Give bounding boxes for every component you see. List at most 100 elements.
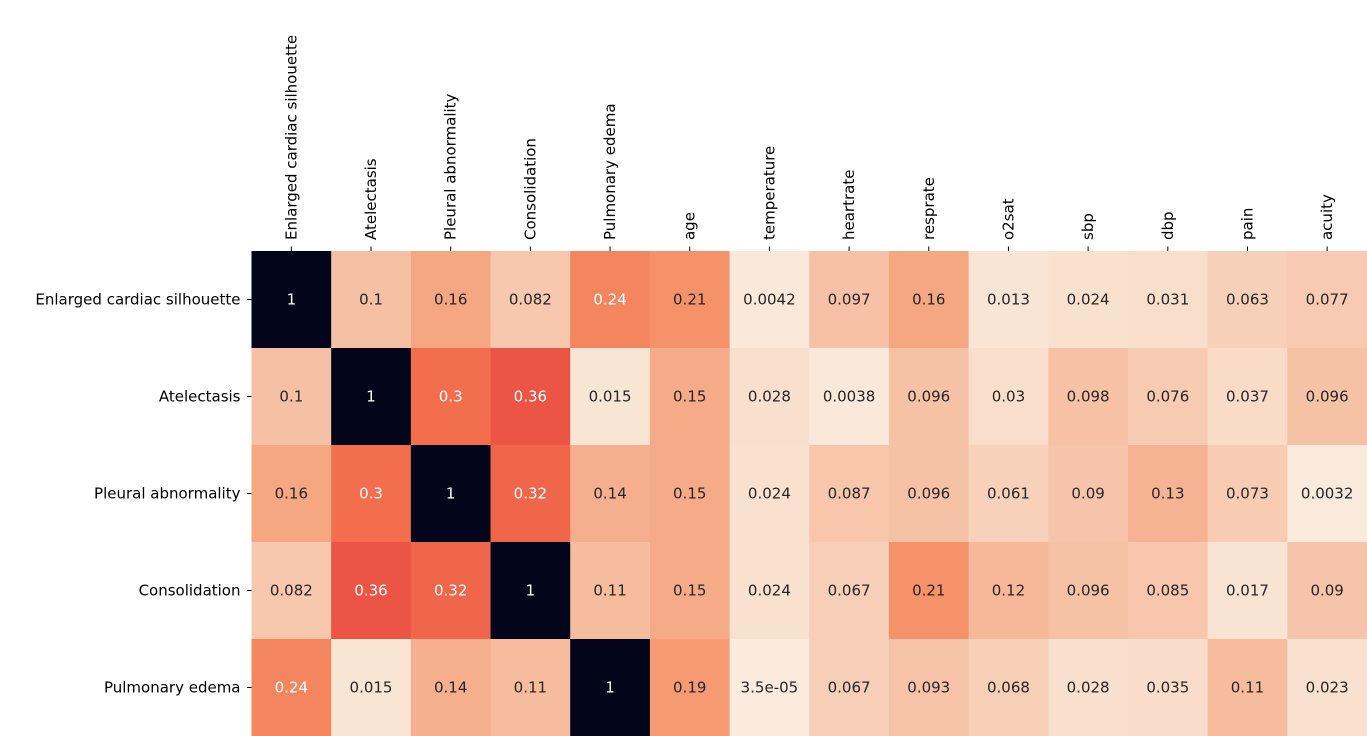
heatmap-cells — [251, 251, 1367, 736]
heatmap-cell-r1-c8 — [888, 348, 970, 446]
heatmap-cell-r3-c0 — [251, 542, 332, 640]
x-tick-label-11: dbp — [1159, 211, 1177, 240]
cell-annotation-r0-c11: 0.031 — [1146, 291, 1189, 309]
heatmap-cell-r2-c4 — [570, 445, 651, 543]
heatmap-cell-r0-c6 — [729, 251, 810, 349]
cell-annotation-r1-c4: 0.015 — [589, 388, 632, 406]
cell-annotation-r2-c5: 0.15 — [673, 485, 706, 503]
heatmap-cell-r3-c3 — [490, 542, 571, 640]
heatmap-cell-r4-c12 — [1207, 639, 1288, 736]
heatmap-cell-r1-c0 — [251, 348, 332, 446]
heatmap-cell-r0-c12 — [1207, 251, 1288, 349]
cell-annotation-r2-c4: 0.14 — [593, 485, 626, 503]
heatmap-cell-r4-c13 — [1287, 639, 1367, 736]
cell-annotation-r0-c9: 0.013 — [987, 291, 1030, 309]
heatmap-cell-r4-c2 — [410, 639, 492, 736]
cell-annotation-r3-c10: 0.096 — [1067, 582, 1110, 600]
heatmap-cell-r2-c6 — [729, 445, 810, 543]
y-tick-label-0: Enlarged cardiac silhouette — [35, 291, 240, 309]
cell-annotation-r1-c13: 0.096 — [1306, 388, 1349, 406]
cell-annotation-r0-c0: 1 — [287, 291, 297, 309]
cell-annotation-r3-c4: 0.11 — [593, 582, 626, 600]
heatmap-cell-r0-c8 — [888, 251, 970, 349]
x-tick-label-1: Atelectasis — [362, 158, 380, 240]
cell-annotation-r2-c0: 0.16 — [275, 485, 308, 503]
cell-annotation-r4-c5: 0.19 — [673, 679, 706, 697]
x-tick-label-4: Pulmonary edema — [601, 103, 619, 240]
cell-annotation-r3-c8: 0.21 — [912, 582, 945, 600]
heatmap-cell-r3-c6 — [729, 542, 810, 640]
cell-annotation-r3-c0: 0.082 — [270, 582, 313, 600]
cell-annotation-r3-c11: 0.085 — [1146, 582, 1189, 600]
cell-annotation-r3-c12: 0.017 — [1226, 582, 1269, 600]
y-axis: Enlarged cardiac silhouette Atelectasis Pl… — [35, 291, 252, 697]
heatmap-annotations: 1 0.1 0.16 0.082 0.24 0.21 0.0042 0.097 0.16 0.01… — [270, 291, 1354, 697]
heatmap-cell-r3-c13 — [1287, 542, 1367, 640]
heatmap-cell-r1-c13 — [1287, 348, 1367, 446]
cell-annotation-r4-c2: 0.14 — [434, 679, 467, 697]
x-tick-label-5: age — [681, 212, 699, 240]
heatmap-cell-r2-c8 — [888, 445, 970, 543]
heatmap-cell-r1-c7 — [809, 348, 890, 446]
cell-annotation-r2-c11: 0.13 — [1151, 485, 1184, 503]
cell-annotation-r1-c1: 1 — [366, 388, 376, 406]
cell-annotation-r3-c9: 0.12 — [992, 582, 1025, 600]
cell-annotation-r1-c12: 0.037 — [1226, 388, 1269, 406]
cell-annotation-r0-c3: 0.082 — [509, 291, 552, 309]
heatmap-cell-r3-c5 — [649, 542, 731, 640]
cell-annotation-r3-c13: 0.09 — [1310, 582, 1343, 600]
cell-annotation-r4-c3: 0.11 — [514, 679, 547, 697]
cell-annotation-r3-c7: 0.067 — [828, 582, 871, 600]
cell-annotation-r2-c2: 1 — [446, 485, 456, 503]
heatmap-cell-r0-c0 — [251, 251, 332, 349]
cell-annotation-r2-c1: 0.3 — [359, 485, 383, 503]
y-tick-label-2: Pleural abnormality — [94, 485, 241, 503]
cell-annotation-r1-c2: 0.3 — [439, 388, 463, 406]
heatmap-cell-r1-c6 — [729, 348, 810, 446]
cell-annotation-r3-c1: 0.36 — [354, 582, 387, 600]
heatmap-cell-r3-c9 — [968, 542, 1049, 640]
heatmap-cell-r0-c5 — [649, 251, 731, 349]
cell-annotation-r4-c10: 0.028 — [1067, 679, 1110, 697]
cell-annotation-r3-c3: 1 — [526, 582, 536, 600]
heatmap-cell-r0-c4 — [570, 251, 651, 349]
cell-annotation-r4-c9: 0.068 — [987, 679, 1030, 697]
heatmap-cell-r1-c12 — [1207, 348, 1288, 446]
heatmap-cell-r0-c1 — [331, 251, 412, 349]
heatmap-cell-r4-c11 — [1127, 639, 1209, 736]
cell-annotation-r4-c12: 0.11 — [1231, 679, 1264, 697]
cell-annotation-r0-c5: 0.21 — [673, 291, 706, 309]
heatmap-cell-r4-c6 — [729, 639, 810, 736]
x-tick-label-2: Pleural abnormality — [442, 93, 460, 240]
heatmap-cell-r2-c2 — [410, 445, 492, 543]
heatmap-cell-r0-c7 — [809, 251, 890, 349]
heatmap-cell-r1-c1 — [331, 348, 412, 446]
heatmap-cell-r1-c4 — [570, 348, 651, 446]
heatmap-cell-r0-c3 — [490, 251, 571, 349]
heatmap-cell-r2-c9 — [968, 445, 1049, 543]
cell-annotation-r2-c7: 0.087 — [828, 485, 871, 503]
cell-annotation-r3-c5: 0.15 — [673, 582, 706, 600]
heatmap-cell-r0-c10 — [1048, 251, 1129, 349]
heatmap-cell-r1-c5 — [649, 348, 731, 446]
heatmap-cell-r0-c13 — [1287, 251, 1367, 349]
heatmap-cell-r1-c3 — [490, 348, 571, 446]
cell-annotation-r0-c4: 0.24 — [593, 291, 626, 309]
heatmap-cell-r3-c7 — [809, 542, 890, 640]
heatmap-cell-r4-c3 — [490, 639, 571, 736]
cell-annotation-r4-c11: 0.035 — [1146, 679, 1189, 697]
x-tick-label-12: pain — [1238, 208, 1256, 240]
cell-annotation-r1-c10: 0.098 — [1067, 388, 1110, 406]
heatmap-cell-r4-c8 — [888, 639, 970, 736]
cell-annotation-r1-c3: 0.36 — [514, 388, 547, 406]
heatmap-cell-r3-c2 — [410, 542, 492, 640]
heatmap-cell-r2-c1 — [331, 445, 412, 543]
heatmap-cell-r4-c10 — [1048, 639, 1129, 736]
heatmap-cell-r3-c4 — [570, 542, 651, 640]
heatmap-cell-r2-c5 — [649, 445, 731, 543]
heatmap-cell-r0-c11 — [1127, 251, 1209, 349]
cell-annotation-r1-c6: 0.028 — [748, 388, 791, 406]
x-tick-label-6: temperature — [760, 146, 778, 240]
cell-annotation-r2-c13: 0.0032 — [1301, 485, 1354, 503]
